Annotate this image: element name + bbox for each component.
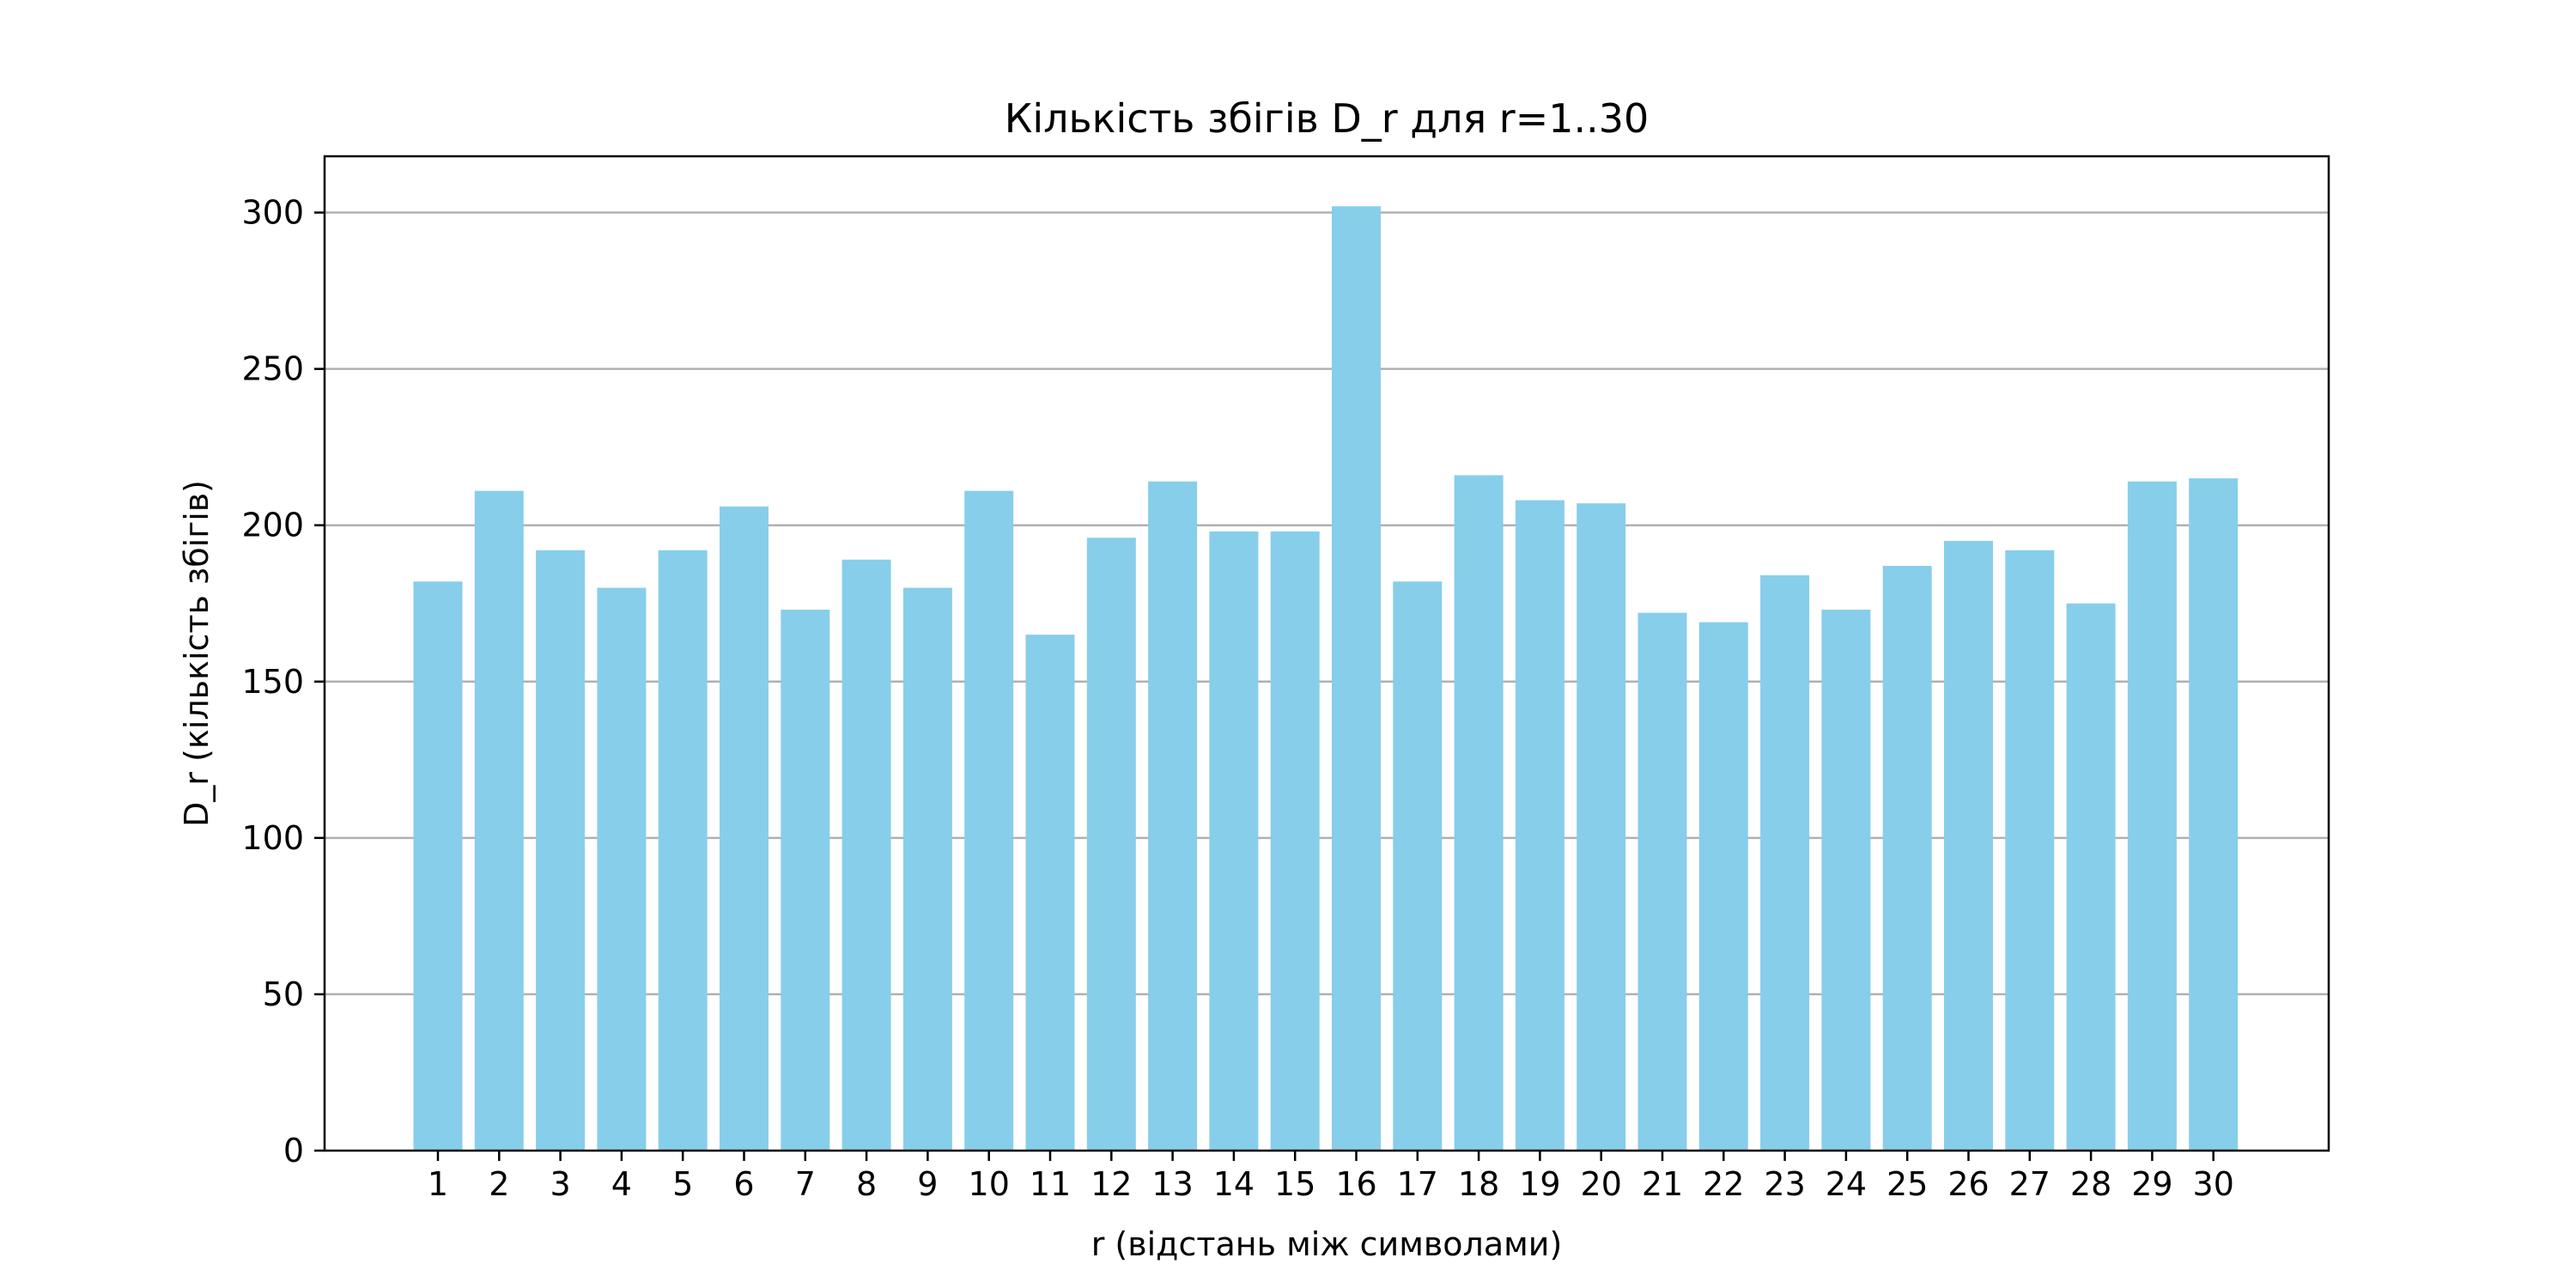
x-tick-label: 23 xyxy=(1764,1165,1805,1203)
y-axis-label: D_r (кількість збігів) xyxy=(178,480,216,827)
x-tick-label: 9 xyxy=(917,1165,938,1203)
x-axis-label: r (відстань між символами) xyxy=(1091,1225,1563,1263)
bar-r-13 xyxy=(1148,481,1198,1151)
x-tick-label: 14 xyxy=(1213,1165,1255,1203)
bar-r-5 xyxy=(658,550,708,1151)
x-tick-label: 21 xyxy=(1642,1165,1683,1203)
bar-r-28 xyxy=(2066,603,2116,1151)
x-tick-label: 25 xyxy=(1886,1165,1928,1203)
x-tick-label: 13 xyxy=(1151,1165,1193,1203)
bar-r-7 xyxy=(781,610,830,1151)
x-tick-label: 29 xyxy=(2131,1165,2172,1203)
y-tick-label: 100 xyxy=(241,819,304,857)
x-tick-label: 1 xyxy=(428,1165,448,1203)
x-tick-label: 4 xyxy=(611,1165,632,1203)
bar-r-16 xyxy=(1332,206,1381,1151)
bar-r-27 xyxy=(2005,550,2055,1151)
bar-r-4 xyxy=(597,587,647,1151)
x-tick-label: 11 xyxy=(1030,1165,1071,1203)
x-tick-label: 18 xyxy=(1458,1165,1499,1203)
bar-r-17 xyxy=(1393,581,1443,1151)
bar-r-9 xyxy=(902,587,952,1151)
x-tick-label: 2 xyxy=(489,1165,509,1203)
x-axis-ticks: 1 2 3 4 5 6 7 8 9 10 11 12 13 14 15 16 17 18 19 20 21 22 23 24 2… xyxy=(428,1151,2234,1203)
x-tick-label: 10 xyxy=(969,1165,1010,1203)
x-tick-label: 3 xyxy=(550,1165,571,1203)
bar-r-30 xyxy=(2189,478,2239,1151)
bar-r-29 xyxy=(2127,481,2177,1151)
bars xyxy=(413,206,2239,1151)
y-tick-label: 300 xyxy=(241,194,304,232)
x-tick-label: 30 xyxy=(2193,1165,2234,1203)
bar-r-18 xyxy=(1454,475,1504,1151)
x-tick-label: 15 xyxy=(1274,1165,1315,1203)
x-tick-label: 28 xyxy=(2070,1165,2111,1203)
x-tick-label: 22 xyxy=(1703,1165,1744,1203)
bar-r-21 xyxy=(1637,612,1687,1151)
bar-r-11 xyxy=(1025,635,1075,1151)
x-tick-label: 19 xyxy=(1519,1165,1560,1203)
x-tick-label: 26 xyxy=(1947,1165,1989,1203)
x-tick-label: 17 xyxy=(1397,1165,1438,1203)
bar-r-10 xyxy=(964,490,1014,1151)
bar-r-24 xyxy=(1821,610,1871,1151)
chart-title: Кількість збігів D_r для r=1..30 xyxy=(1005,95,1649,142)
bar-r-25 xyxy=(1882,566,1932,1151)
x-tick-label: 5 xyxy=(672,1165,693,1203)
y-axis-ticks: 0 50 100 150 200 250 300 xyxy=(241,194,325,1170)
y-tick-label: 150 xyxy=(241,663,304,701)
bar-r-14 xyxy=(1209,531,1259,1151)
x-tick-label: 12 xyxy=(1091,1165,1132,1203)
x-tick-label: 8 xyxy=(856,1165,877,1203)
x-tick-label: 16 xyxy=(1335,1165,1376,1203)
x-tick-label: 27 xyxy=(2009,1165,2050,1203)
bar-r-2 xyxy=(474,490,524,1151)
plot-frame xyxy=(323,155,2330,1152)
y-tick-label: 200 xyxy=(241,507,304,544)
bar-r-23 xyxy=(1760,574,1810,1151)
y-tick-label: 0 xyxy=(283,1132,304,1170)
bar-r-8 xyxy=(841,559,891,1151)
bar-r-20 xyxy=(1577,503,1626,1151)
bar-r-19 xyxy=(1515,500,1564,1151)
bar-r-26 xyxy=(1944,540,1993,1151)
x-tick-label: 6 xyxy=(733,1165,754,1203)
bar-r-12 xyxy=(1086,538,1136,1151)
bar-r-22 xyxy=(1698,622,1748,1151)
y-tick-label: 250 xyxy=(241,350,304,388)
x-tick-label: 20 xyxy=(1581,1165,1622,1203)
x-tick-label: 24 xyxy=(1826,1165,1867,1203)
bar-r-3 xyxy=(536,550,586,1151)
bar-r-15 xyxy=(1270,531,1320,1151)
bar-r-1 xyxy=(413,581,463,1151)
bar-r-6 xyxy=(720,506,769,1151)
y-tick-label: 50 xyxy=(263,975,304,1013)
x-tick-label: 7 xyxy=(795,1165,816,1203)
